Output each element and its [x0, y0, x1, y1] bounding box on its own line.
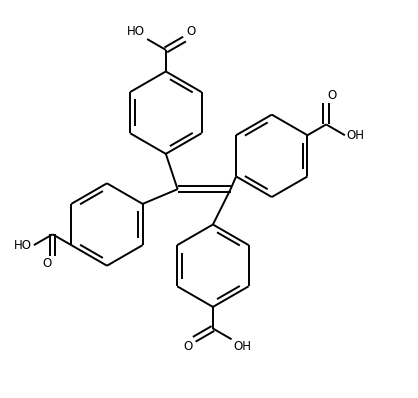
Text: OH: OH	[347, 129, 365, 142]
Text: O: O	[186, 25, 196, 38]
Text: OH: OH	[234, 340, 252, 353]
Text: O: O	[327, 89, 336, 101]
Text: HO: HO	[14, 239, 32, 252]
Text: O: O	[183, 340, 192, 353]
Text: HO: HO	[127, 25, 145, 38]
Text: O: O	[42, 257, 51, 270]
